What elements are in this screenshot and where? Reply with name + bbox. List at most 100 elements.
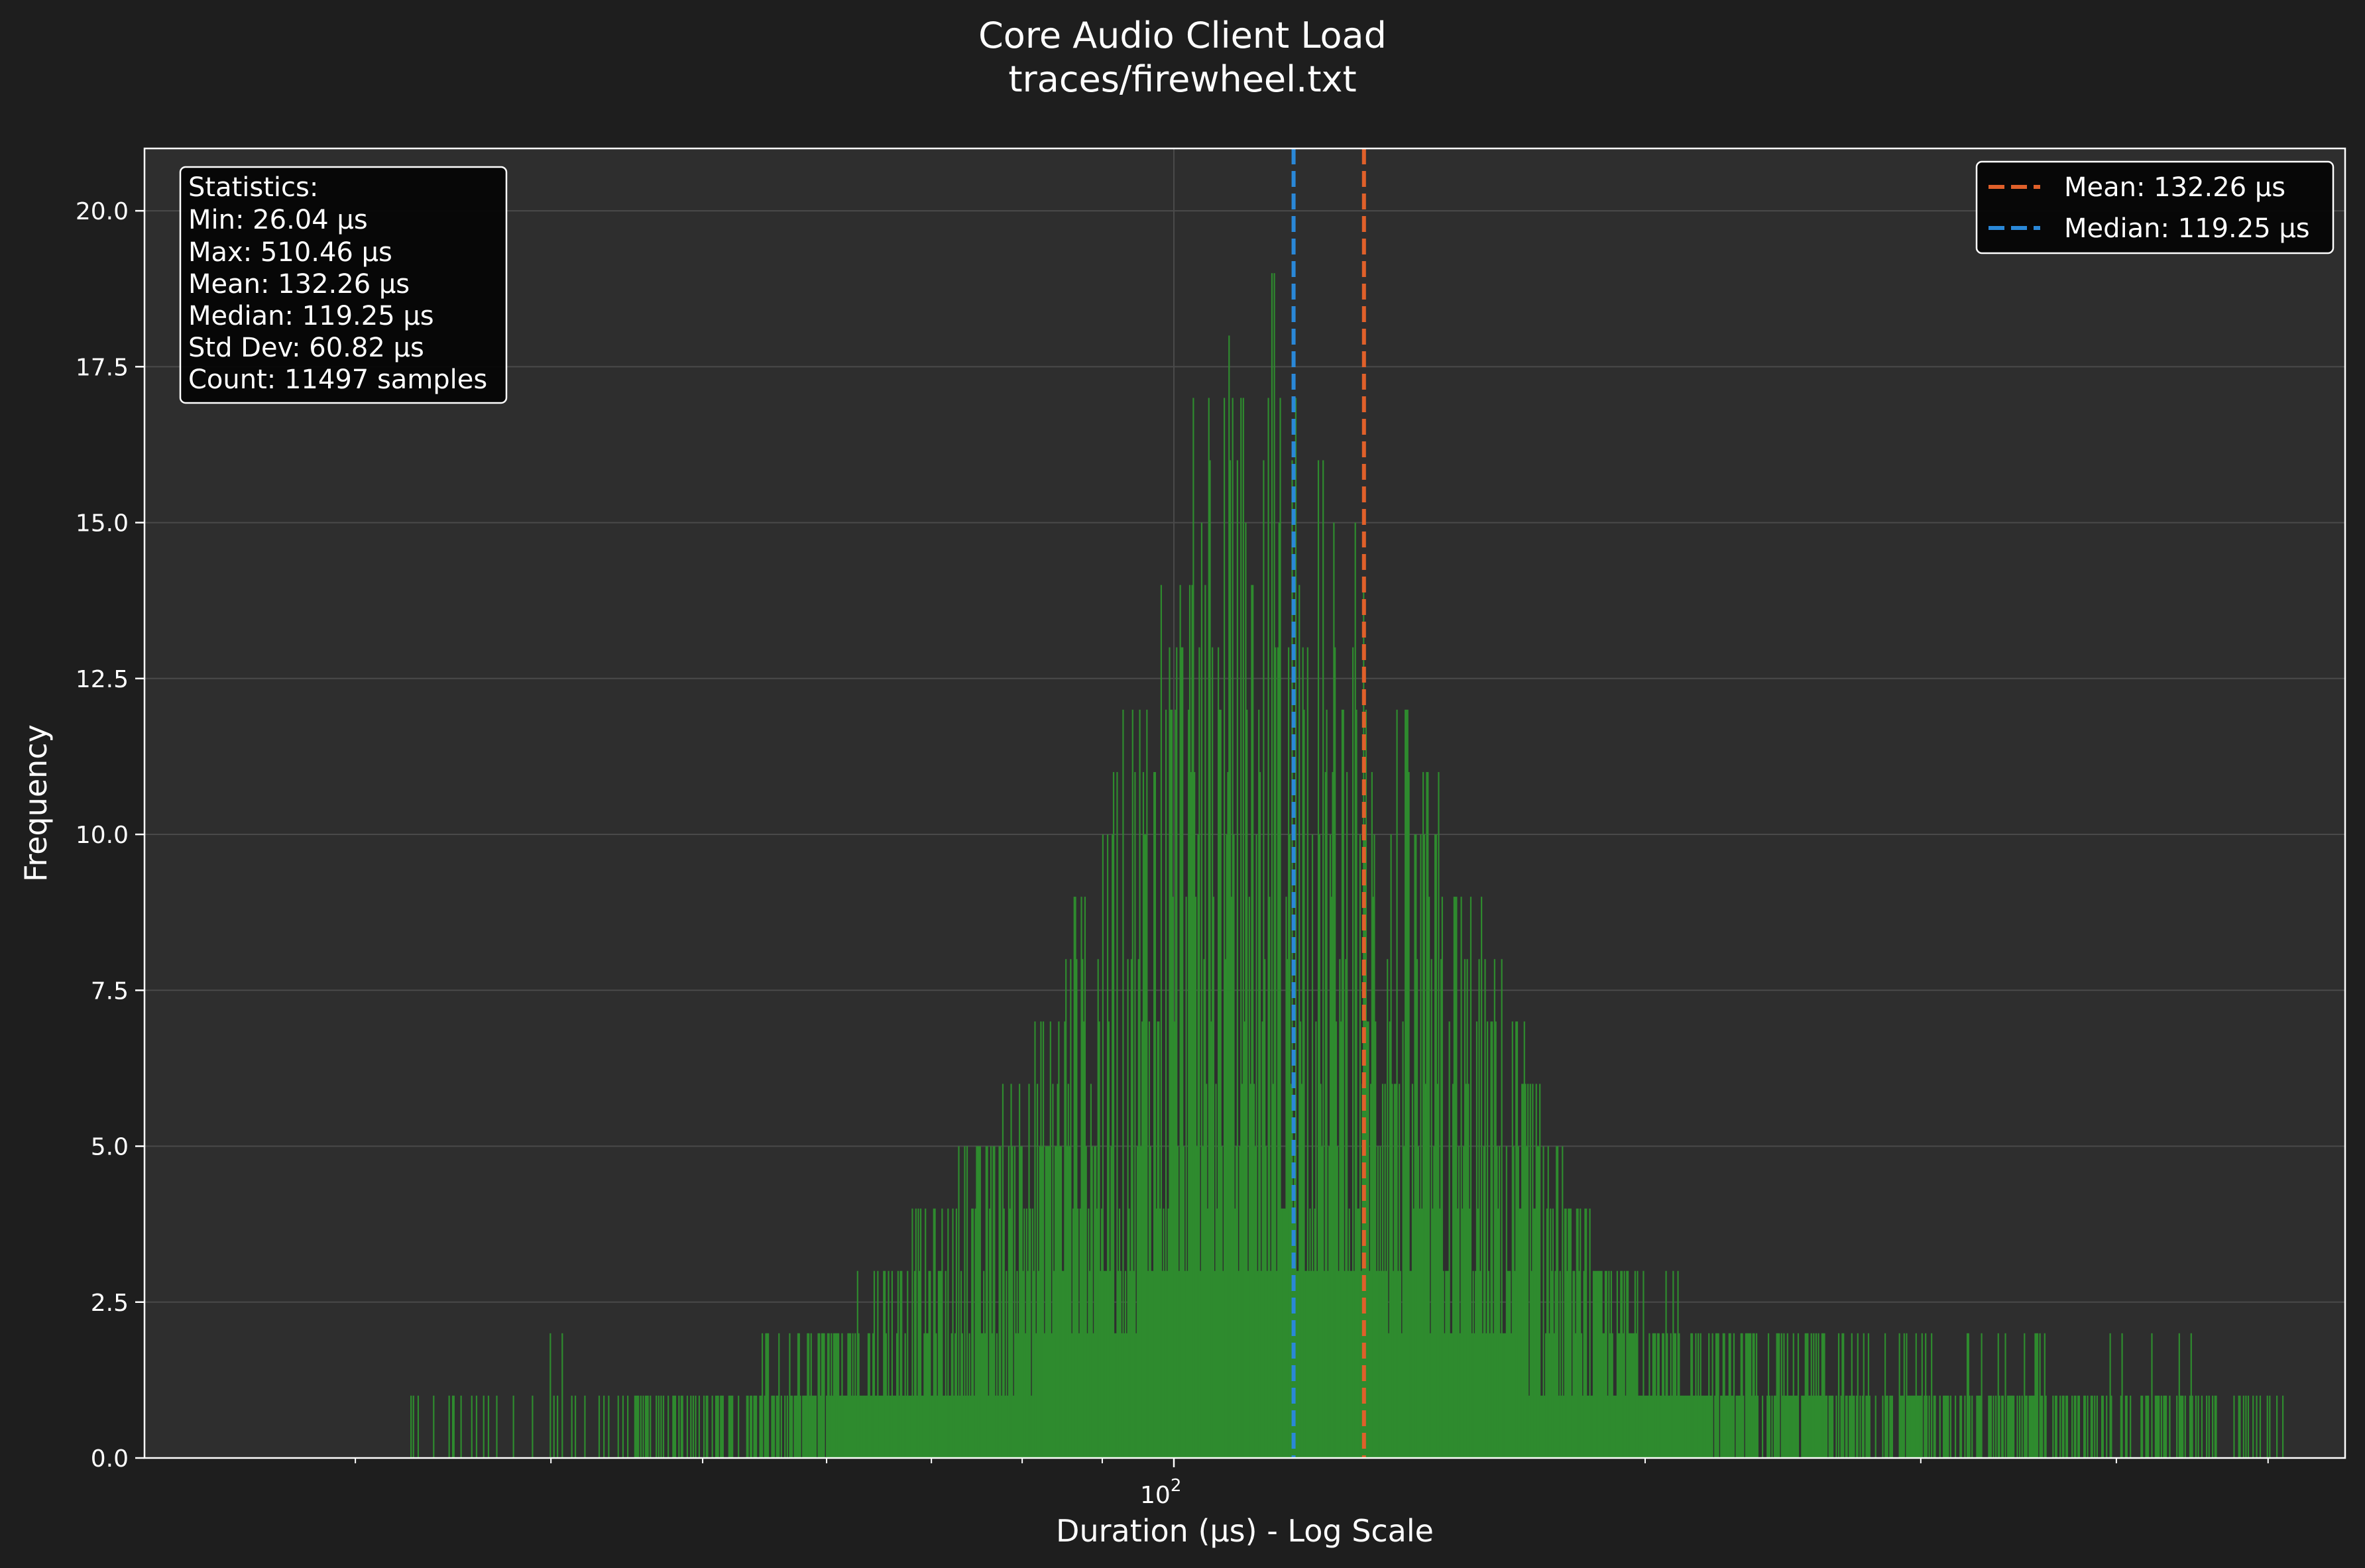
histogram-bar	[1715, 1333, 1717, 1458]
histogram-bar	[904, 1333, 906, 1458]
histogram-bar	[1722, 1333, 1724, 1458]
histogram-bar	[813, 1395, 815, 1458]
histogram-bar	[820, 1395, 822, 1458]
histogram-bar	[1408, 771, 1410, 1458]
histogram-bar	[1964, 1395, 1966, 1458]
histogram-bar	[1351, 1270, 1353, 1458]
histogram-bar	[1215, 1084, 1217, 1458]
histogram-bar	[1596, 1270, 1598, 1458]
histogram-bar	[1841, 1333, 1843, 1458]
histogram-bar	[919, 1208, 922, 1458]
histogram-bar	[1332, 771, 1334, 1458]
histogram-bar	[1523, 1021, 1525, 1458]
histogram-bar	[2055, 1395, 2057, 1458]
histogram-bar	[2024, 1395, 2027, 1458]
histogram-bar	[798, 1333, 800, 1458]
histogram-bar	[1153, 771, 1155, 1458]
histogram-bar	[1702, 1395, 1704, 1458]
histogram-bar	[980, 1333, 982, 1458]
histogram-bar	[1102, 834, 1104, 1458]
histogram-bar	[1078, 1333, 1080, 1458]
stats-mean: Mean: 132.26 μs	[188, 269, 410, 300]
histogram-bars	[410, 273, 2284, 1459]
histogram-bar	[852, 1333, 854, 1458]
histogram-bar	[922, 1395, 924, 1458]
y-axis-label: Frequency	[18, 724, 54, 882]
histogram-bar	[1774, 1395, 1776, 1458]
histogram-bar	[822, 1333, 824, 1458]
histogram-bar	[759, 1395, 761, 1458]
histogram-bar	[1371, 771, 1373, 1458]
histogram-bar	[1473, 1333, 1475, 1458]
histogram-bar	[946, 1395, 948, 1458]
histogram-bar	[1426, 771, 1428, 1458]
histogram-bar	[1505, 1146, 1507, 1458]
histogram-bar	[1865, 1395, 1867, 1458]
statistics-box: Statistics: Min: 26.04 μs Max: 510.46 μs…	[179, 166, 508, 404]
histogram-bar	[1149, 1146, 1151, 1458]
histogram-bar	[1381, 1084, 1384, 1458]
histogram-bar	[1157, 1021, 1159, 1458]
histogram-bar	[1033, 1270, 1035, 1458]
histogram-bar	[1299, 1021, 1302, 1458]
histogram-bar	[1255, 834, 1257, 1458]
histogram-bar	[1108, 1021, 1110, 1458]
histogram-bar	[1495, 1021, 1497, 1458]
histogram-bar	[660, 1395, 662, 1458]
histogram-bar	[2157, 1395, 2159, 1458]
histogram-bar	[2197, 1395, 2199, 1458]
histogram-bar	[1520, 1208, 1522, 1458]
histogram-bar	[1820, 1395, 1822, 1458]
histogram-bar	[1831, 1395, 1834, 1458]
histogram-bar	[2033, 1395, 2035, 1458]
histogram-bar	[1643, 1270, 1644, 1458]
histogram-bar	[1315, 1021, 1317, 1458]
histogram-bar	[1580, 1333, 1583, 1458]
histogram-bar	[750, 1395, 752, 1458]
histogram-bar	[1609, 1333, 1611, 1458]
histogram-bar	[1949, 1395, 1951, 1458]
histogram-bar	[915, 1208, 917, 1458]
histogram-bar	[2266, 1395, 2268, 1458]
histogram-bar	[1875, 1395, 1876, 1458]
histogram-bar	[1823, 1333, 1825, 1458]
histogram-bar	[1453, 897, 1455, 1458]
histogram-bar	[842, 1395, 844, 1458]
histogram-bar	[1539, 1084, 1541, 1458]
histogram-bar	[1197, 834, 1199, 1458]
histogram-bar	[705, 1395, 707, 1458]
histogram-bar	[729, 1395, 731, 1458]
histogram-bar	[1445, 1270, 1447, 1458]
histogram-bar	[1475, 1021, 1478, 1458]
histogram-bar	[1700, 1333, 1702, 1458]
histogram-bar	[1885, 1395, 1887, 1458]
histogram-bar	[1511, 1021, 1513, 1458]
histogram-bar	[1390, 834, 1392, 1458]
histogram-bar	[1530, 1270, 1532, 1458]
histogram-bar	[1709, 1395, 1711, 1458]
histogram-bar	[989, 1208, 991, 1458]
histogram-bar	[1120, 1270, 1122, 1458]
histogram-bar	[860, 1395, 862, 1458]
histogram-bar	[750, 1395, 753, 1458]
histogram-bar	[1272, 1084, 1274, 1458]
histogram-bar	[1100, 1270, 1102, 1458]
histogram-bar	[895, 1395, 897, 1458]
histogram-bar	[1470, 897, 1472, 1458]
stats-header: Statistics:	[188, 172, 318, 203]
histogram-bar	[1295, 398, 1297, 1458]
histogram-bar	[1291, 460, 1293, 1458]
histogram-bar	[933, 1208, 935, 1458]
histogram-bar	[2182, 1395, 2184, 1458]
histogram-bar	[1650, 1395, 1652, 1458]
histogram-bar	[1200, 522, 1203, 1458]
histogram-bar	[1194, 771, 1196, 1458]
histogram-bar	[1067, 1084, 1069, 1458]
histogram-bar	[1481, 1333, 1484, 1458]
histogram-bar	[1909, 1395, 1911, 1458]
histogram-bar	[1414, 834, 1416, 1458]
histogram-bar	[850, 1395, 852, 1458]
histogram-bar	[1194, 897, 1197, 1458]
histogram-bar	[1161, 1270, 1163, 1458]
histogram-bar	[1614, 1395, 1616, 1458]
